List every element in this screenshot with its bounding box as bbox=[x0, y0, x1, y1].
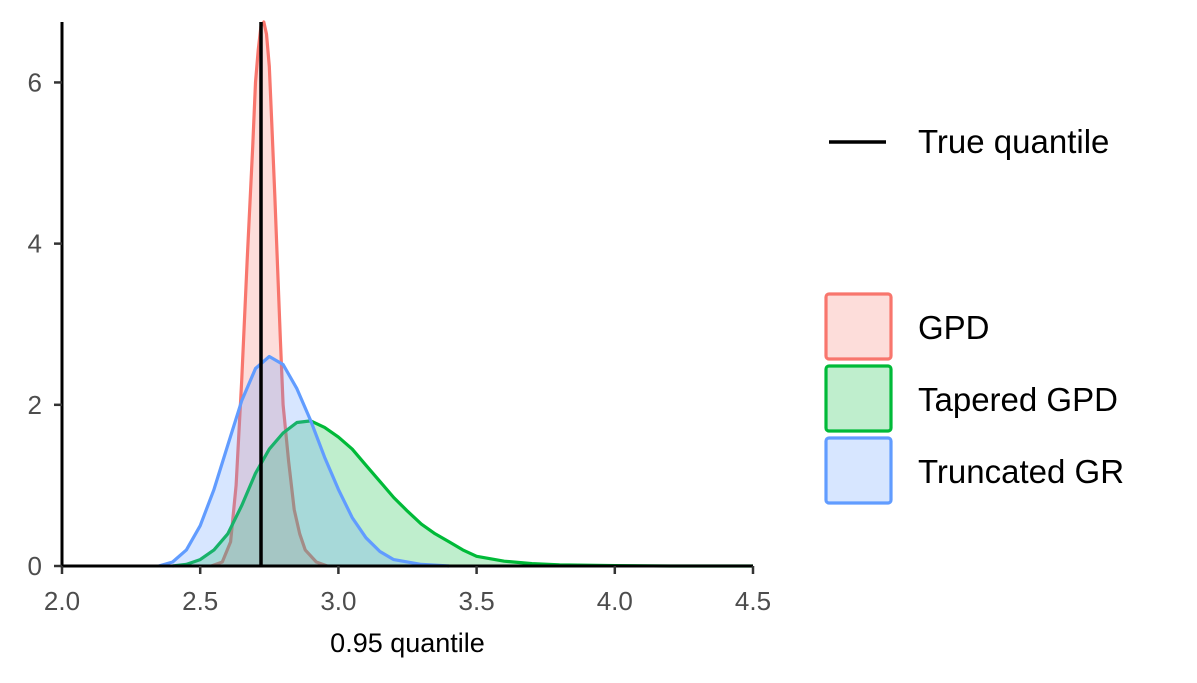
legend-key-gpd bbox=[824, 292, 893, 361]
legend-key-tapered-gpd bbox=[824, 364, 893, 433]
density-series-layer bbox=[158, 20, 754, 568]
density-area-tapered-gpd bbox=[172, 420, 754, 566]
y-tick-label: 4 bbox=[28, 229, 42, 259]
legend-key-truncated-gr bbox=[824, 436, 893, 505]
legend-label-tapered-gpd: Tapered GPD bbox=[918, 381, 1118, 418]
density-line-truncated-gr bbox=[158, 354, 450, 568]
legend-label-gpd: GPD bbox=[918, 309, 990, 346]
legend-key-bg-truncated-gr bbox=[826, 438, 891, 503]
density-area-truncated-gr bbox=[158, 356, 449, 566]
density-line-tapered-gpd bbox=[172, 419, 753, 568]
y-tick-label: 0 bbox=[28, 551, 42, 581]
x-tick-label: 3.5 bbox=[459, 586, 495, 616]
legend: True quantile GPD Tapered GPD Truncated GR bbox=[824, 123, 1124, 505]
legend-key-bg-tapered-gpd bbox=[826, 366, 891, 431]
legend-label-truncated-gr: Truncated GR bbox=[918, 453, 1124, 490]
x-tick-label: 3.0 bbox=[320, 586, 356, 616]
density-line-gpd bbox=[210, 20, 328, 568]
axes: 2.0 2.5 3.0 3.5 4.0 4.5 0 2 4 6 0.95 quantile bbox=[28, 22, 771, 658]
x-axis-title: 0.95 quantile bbox=[330, 628, 485, 658]
y-tick-label: 6 bbox=[28, 67, 42, 97]
x-tick-label: 2.0 bbox=[44, 586, 80, 616]
x-tick-label: 2.5 bbox=[182, 586, 218, 616]
y-tick-label: 2 bbox=[28, 390, 42, 420]
x-tick-label: 4.5 bbox=[735, 586, 771, 616]
legend-key-bg-gpd bbox=[826, 294, 891, 359]
legend-label-true-quantile: True quantile bbox=[918, 123, 1109, 160]
x-tick-label: 4.0 bbox=[597, 586, 633, 616]
